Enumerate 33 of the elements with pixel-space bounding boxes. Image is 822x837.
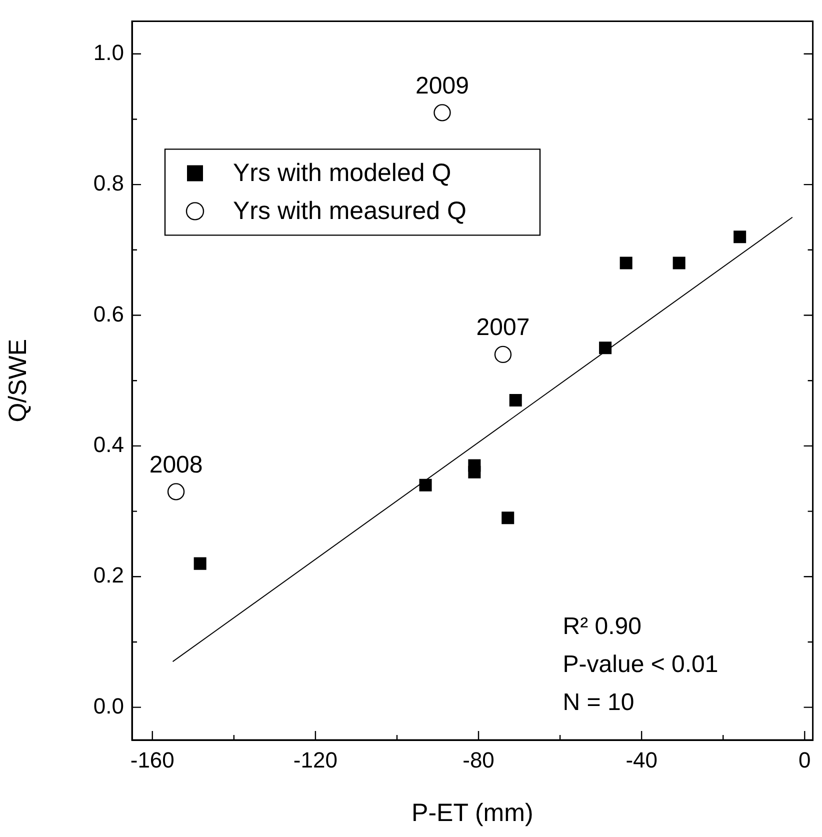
point: [672, 256, 686, 270]
y-tick-label: 0.6: [93, 301, 124, 326]
x-axis-title: P-ET (mm): [412, 798, 534, 827]
point: [494, 346, 512, 364]
y-tick-label: 0.2: [93, 562, 124, 588]
point: [468, 466, 481, 478]
annotation: 2007: [476, 314, 530, 342]
y-tick-label: 0.4: [93, 432, 124, 458]
legend-label: Yrs with measured Q: [233, 197, 466, 226]
y-tick-label: 1.0: [93, 40, 124, 65]
y-tick-label: 0.0: [93, 693, 124, 718]
x-tick-label: 0: [798, 747, 811, 772]
point: [734, 230, 746, 244]
point: [167, 483, 185, 500]
x-tick-label: -80: [462, 747, 494, 772]
point: [502, 512, 514, 524]
y-axis-title: Q/SWE: [4, 338, 32, 422]
point: [419, 478, 432, 492]
x-tick-label: -160: [130, 747, 174, 772]
annotation: N = 10: [562, 689, 634, 716]
y-tick-label: 0.8: [93, 170, 124, 196]
legend-label: Yrs with modeled Q: [233, 159, 452, 188]
annotation: R² 0.90: [562, 613, 642, 640]
point: [599, 342, 612, 354]
annotation: P-value < 0.01: [562, 651, 718, 678]
point: [434, 104, 451, 122]
annotation: 2009: [416, 72, 469, 100]
point: [509, 394, 522, 406]
x-tick-label: -40: [626, 747, 658, 772]
annotation: 2008: [149, 451, 203, 478]
x-tick-label: -120: [293, 747, 338, 772]
point: [620, 256, 632, 270]
point: [194, 557, 206, 570]
